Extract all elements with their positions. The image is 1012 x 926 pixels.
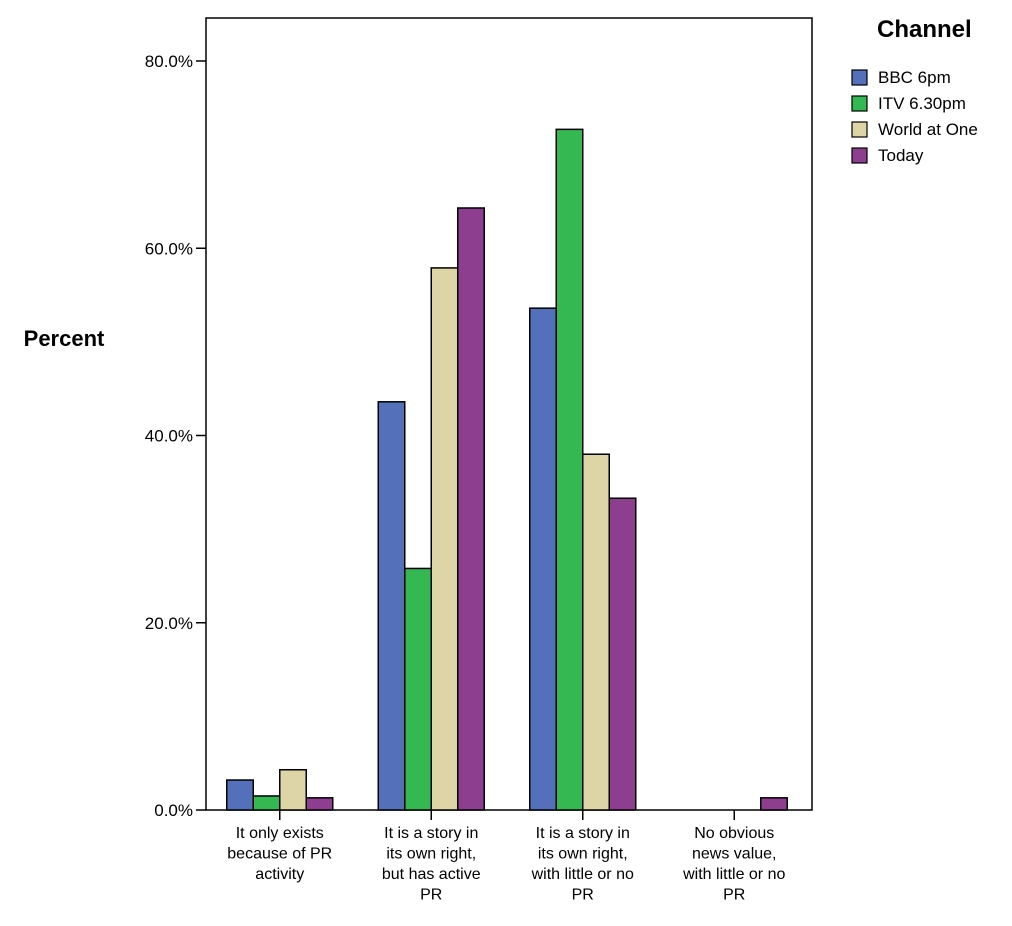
legend-swatch: [851, 121, 868, 138]
legend-swatch: [851, 69, 868, 86]
plot-frame: [205, 17, 813, 811]
legend-entry: BBC 6pm: [878, 68, 951, 87]
x-axis: It only exists because of PR activity It is…: [227, 810, 785, 904]
bar-today-0: [305, 797, 334, 811]
legend: Channel BBC 6pm ITV 6.30pm World at One Tod…: [851, 16, 978, 165]
x-category-label: It is a story in its own right, but has ac…: [382, 825, 481, 904]
bar-world-at-one-2: [582, 453, 610, 811]
x-category-label: No obvious news value, with little or no PR: [682, 825, 785, 904]
bar-itv-6-30pm-2: [555, 128, 584, 811]
y-tick-label: 0.0%: [154, 801, 193, 820]
bar-world-at-one-0: [279, 768, 307, 811]
bar-today-3: [760, 797, 788, 811]
legend-entry: World at One: [878, 120, 978, 139]
bar-world-at-one-1: [430, 267, 459, 811]
bar-bbc-6pm-0: [226, 779, 254, 811]
bar-today-1: [457, 207, 485, 811]
bar-bbc-6pm-2: [529, 307, 557, 811]
legend-entry: Today: [878, 146, 924, 165]
legend-swatch: [851, 147, 868, 164]
legend-title: Channel: [877, 16, 972, 43]
legend-entry: ITV 6.30pm: [878, 94, 966, 113]
x-category-label: It only exists because of PR activity: [227, 825, 332, 883]
bar-bbc-6pm-1: [377, 401, 406, 811]
y-tick-label: 60.0%: [145, 239, 193, 258]
bar-today-2: [608, 497, 637, 811]
y-tick-label: 20.0%: [145, 614, 193, 633]
bar-itv-6-30pm-0: [252, 795, 281, 811]
y-axis-title: Percent: [24, 326, 105, 351]
legend-swatch: [851, 95, 868, 112]
y-tick-label: 80.0%: [145, 52, 193, 71]
x-category-label: It is a story in its own right, with littl…: [531, 825, 634, 904]
bar-itv-6-30pm-1: [404, 567, 432, 811]
y-axis: 0.0% 20.0% 40.0% 60.0% 80.0%: [145, 52, 206, 820]
bars: [226, 128, 788, 811]
y-tick-label: 40.0%: [145, 427, 193, 446]
